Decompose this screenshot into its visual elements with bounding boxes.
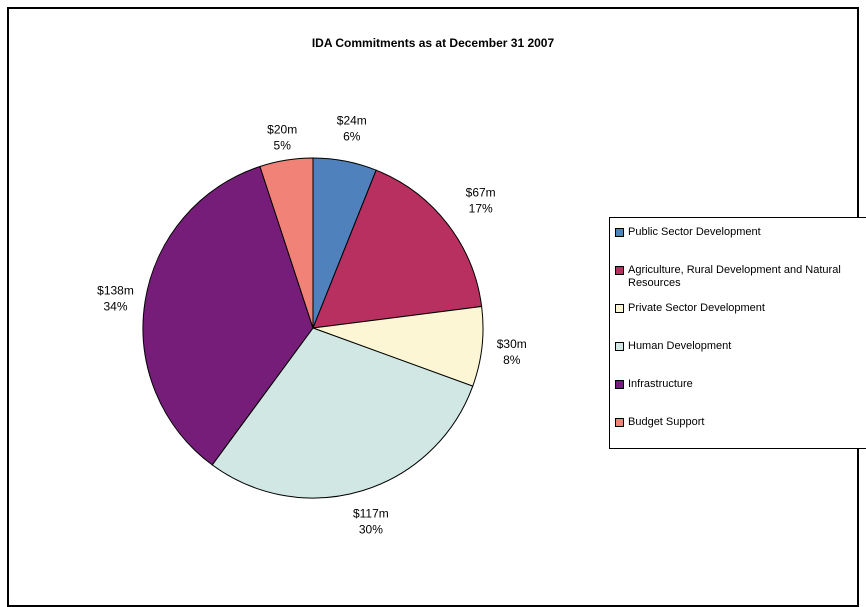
legend-label: Public Sector Development <box>628 226 761 238</box>
slice-percent-label: 30% <box>359 522 383 536</box>
pie-slice-agriculture-rural-development-and-natural-resources <box>312 169 483 329</box>
legend-label: Budget Support <box>628 416 705 428</box>
slice-value-label: $138m <box>97 283 134 297</box>
slice-value-label: $67m <box>466 185 496 199</box>
pie-data-labels: $24m 6% $67m 17% $30m 8% $117m 30% $138m 34% $20m 5… <box>97 114 527 537</box>
legend-label: Private Sector Development <box>628 302 765 314</box>
legend-swatch <box>615 228 624 237</box>
pie-slices <box>142 157 484 499</box>
legend-item-budget-support: Budget Support <box>615 416 866 454</box>
chart-area: IDA Commitments as at December 31 2007 $… <box>7 7 866 607</box>
pie-chart: IDA Commitments as at December 31 2007 $… <box>97 36 555 537</box>
legend-item-agriculture-rural-development: Agriculture, Rural Development and Natur… <box>615 264 866 302</box>
legend-label: Infrastructure <box>628 378 693 390</box>
legend-swatch <box>615 380 624 389</box>
slice-percent-label: 6% <box>343 130 361 144</box>
legend-label: Human Development <box>628 340 732 352</box>
legend-item-infrastructure: Infrastructure <box>615 378 866 416</box>
pie-slice-infrastructure <box>142 165 314 466</box>
legend-swatch <box>615 266 624 275</box>
slice-percent-label: 8% <box>503 353 521 367</box>
chart-legend: Public Sector Development Agriculture, R… <box>609 217 866 449</box>
slice-percent-label: 17% <box>469 201 493 215</box>
slice-percent-label: 5% <box>274 138 292 152</box>
slice-percent-label: 34% <box>103 299 127 313</box>
slice-value-label: $117m <box>353 506 389 520</box>
legend-item-human-development: Human Development <box>615 340 866 378</box>
pie-slice-human-development <box>211 327 474 499</box>
slice-value-label: $24m <box>337 114 367 128</box>
pie-slice-budget-support <box>259 157 314 329</box>
chart-title: IDA Commitments as at December 31 2007 <box>312 36 555 50</box>
legend-swatch <box>615 418 624 427</box>
legend-swatch <box>615 342 624 351</box>
slice-value-label: $20m <box>267 122 297 136</box>
legend-label: Agriculture, Rural Development and Natur… <box>628 264 841 289</box>
slice-value-label: $30m <box>497 337 527 351</box>
legend-item-public-sector-development: Public Sector Development <box>615 226 866 264</box>
legend-item-private-sector-development: Private Sector Development <box>615 302 866 340</box>
legend-swatch <box>615 304 624 313</box>
